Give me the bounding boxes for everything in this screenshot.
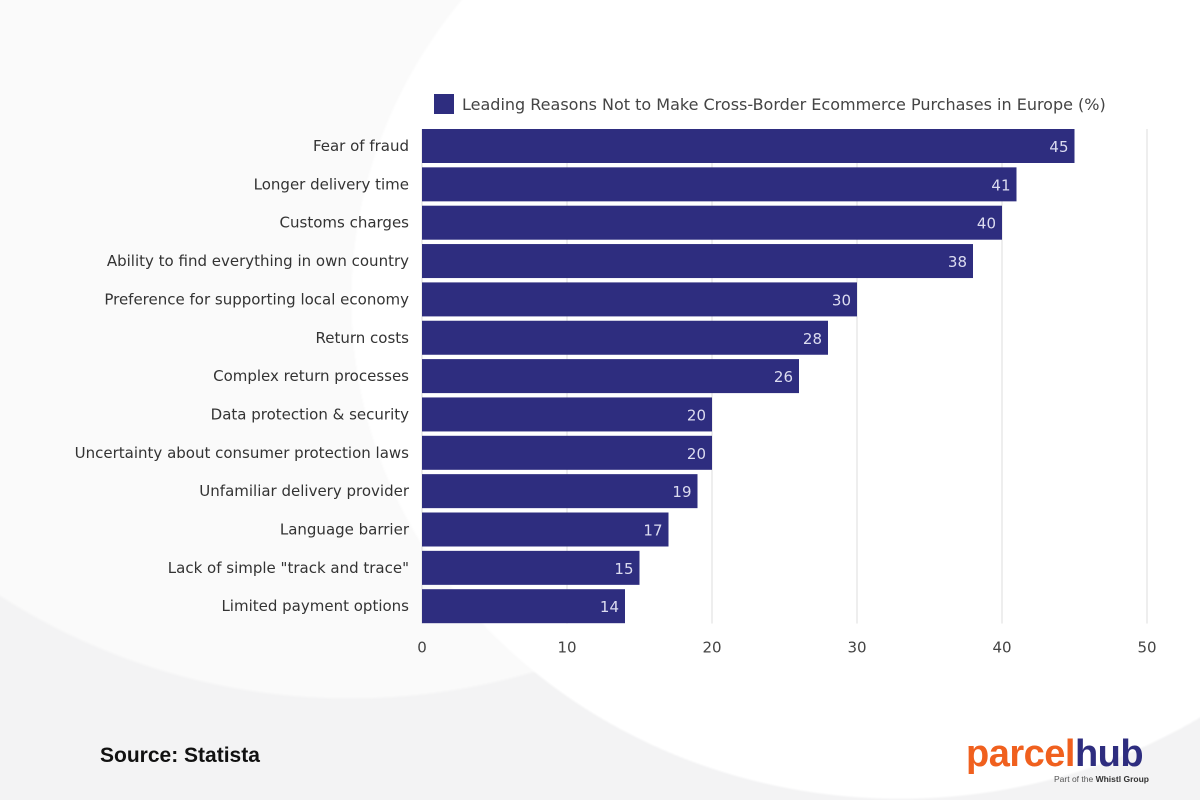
category-label: Longer delivery time xyxy=(254,175,409,193)
category-label: Data protection & security xyxy=(211,405,409,423)
data-label: 30 xyxy=(832,291,851,309)
parcelhub-logo: parcelhub Part of the Whistl Group xyxy=(966,733,1149,784)
bar xyxy=(422,512,669,547)
bar xyxy=(422,167,1017,202)
legend-swatch xyxy=(434,94,454,114)
category-label: Lack of simple "track and trace" xyxy=(168,559,409,577)
data-label: 28 xyxy=(803,330,822,348)
legend-label: Leading Reasons Not to Make Cross-Border… xyxy=(462,95,1106,114)
category-label: Preference for supporting local economy xyxy=(104,290,409,308)
data-label: 20 xyxy=(687,445,706,463)
logo-text-parcel: parcel xyxy=(966,733,1075,775)
bar xyxy=(422,589,625,624)
x-tick-label: 30 xyxy=(847,639,866,657)
bar xyxy=(422,397,712,432)
category-label: Fear of fraud xyxy=(313,137,409,155)
category-label: Uncertainty about consumer protection la… xyxy=(75,444,409,462)
x-tick-label: 10 xyxy=(557,639,576,657)
bar xyxy=(422,129,1075,163)
bar xyxy=(422,435,712,470)
logo-tagline-prefix: Part of the xyxy=(1054,774,1096,784)
x-tick-label: 20 xyxy=(702,639,721,657)
category-label: Ability to find everything in own countr… xyxy=(107,252,409,270)
data-label: 17 xyxy=(643,522,662,540)
data-label: 38 xyxy=(948,253,967,271)
logo-tagline: Part of the Whistl Group xyxy=(1054,774,1149,784)
bar xyxy=(422,282,857,317)
category-label: Complex return processes xyxy=(213,367,409,385)
data-label: 14 xyxy=(600,598,619,616)
bar xyxy=(422,205,1002,240)
category-label: Unfamiliar delivery provider xyxy=(199,482,410,500)
bar xyxy=(422,359,799,394)
bar xyxy=(422,550,640,585)
category-label: Language barrier xyxy=(280,521,410,539)
logo-text-hub: hub xyxy=(1074,733,1144,775)
logo-tagline-brand: Whistl Group xyxy=(1095,774,1149,784)
bar xyxy=(422,244,973,279)
data-label: 26 xyxy=(774,368,793,386)
data-label: 20 xyxy=(687,406,706,424)
data-label: 15 xyxy=(614,560,633,578)
bar xyxy=(422,320,828,355)
data-label: 19 xyxy=(672,483,691,501)
data-label: 45 xyxy=(1049,138,1068,156)
category-label: Limited payment options xyxy=(221,597,409,615)
category-label: Return costs xyxy=(316,329,410,347)
data-label: 41 xyxy=(991,176,1010,194)
x-tick-label: 50 xyxy=(1137,639,1156,657)
data-label: 40 xyxy=(977,215,996,233)
x-tick-label: 0 xyxy=(417,639,427,657)
x-tick-label: 40 xyxy=(992,639,1011,657)
category-label: Customs charges xyxy=(280,214,410,232)
source-note: Source: Statista xyxy=(100,744,260,767)
bar xyxy=(422,474,698,509)
